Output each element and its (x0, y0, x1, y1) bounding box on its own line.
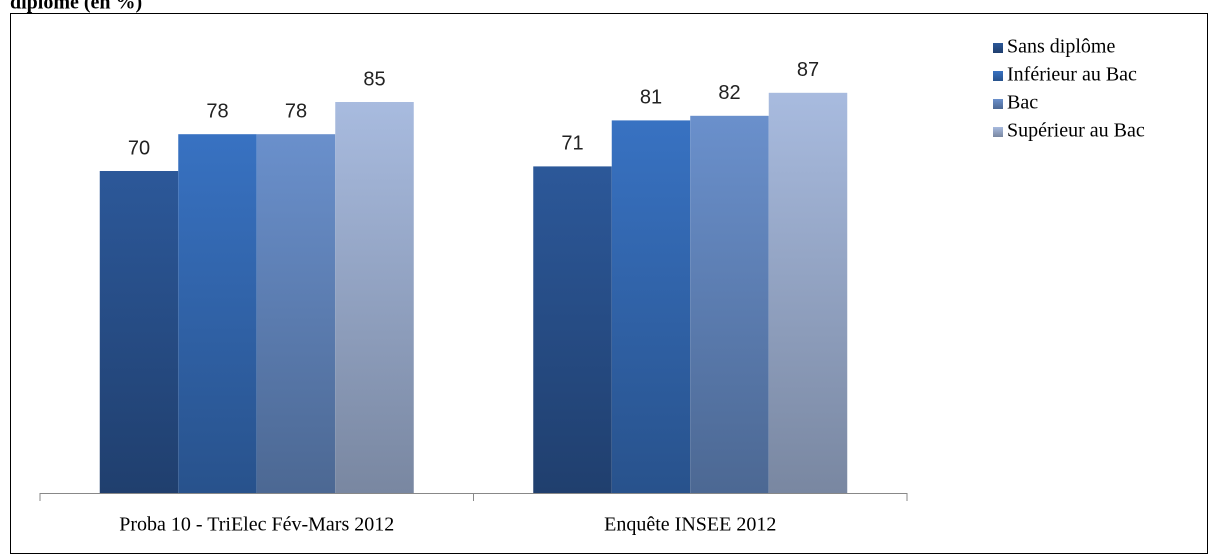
bar (533, 166, 612, 493)
legend-label: Inférieur au Bac (1007, 64, 1137, 86)
data-label: 85 (363, 68, 385, 90)
data-label: 82 (718, 82, 740, 104)
data-label: 70 (128, 137, 150, 159)
data-label: 71 (561, 133, 583, 155)
chart-title: diplôme (en %) (10, 0, 142, 14)
legend-label: Sans diplôme (1007, 36, 1115, 58)
bar (768, 92, 848, 494)
legend-swatch (993, 127, 1003, 137)
legend-label: Supérieur au Bac (1007, 120, 1145, 142)
legend-swatch (993, 99, 1003, 109)
x-tick-label: Enquête INSEE 2012 (604, 514, 776, 536)
bar (178, 134, 257, 493)
legend-label: Bac (1007, 92, 1038, 114)
legend-swatch (993, 43, 1003, 53)
data-label: 78 (285, 100, 307, 122)
x-tick-label: Proba 10 - TriElec Fév-Mars 2012 (119, 514, 394, 536)
bar (256, 134, 336, 493)
data-label: 87 (797, 59, 819, 81)
bar (99, 171, 179, 493)
bar (335, 102, 414, 493)
data-label: 78 (206, 100, 228, 122)
bar (690, 115, 769, 494)
bar (611, 120, 691, 494)
legend-swatch (993, 71, 1003, 81)
data-label: 81 (640, 87, 662, 109)
